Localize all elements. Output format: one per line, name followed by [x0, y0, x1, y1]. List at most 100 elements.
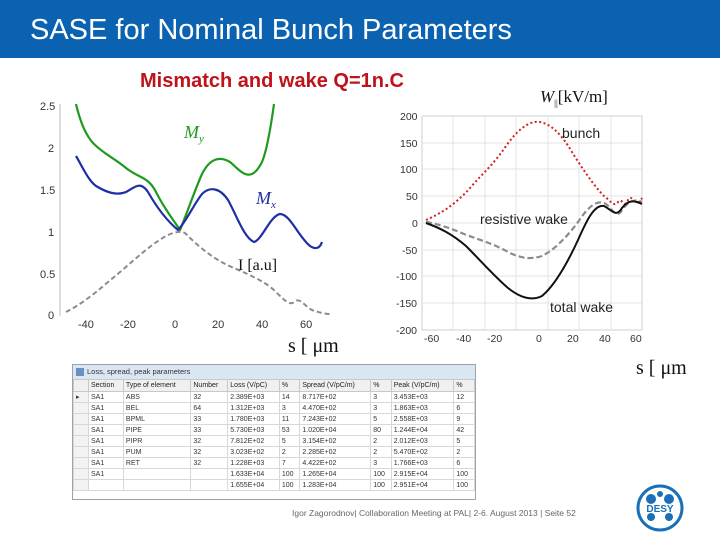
table-cell[interactable]: 32	[190, 391, 229, 403]
table-cell[interactable]: 2.951E+04	[390, 479, 455, 491]
table-row[interactable]: SA1 BPML 33 1.780E+03 11 7.243E+02 5 2.558E+03 9	[73, 413, 475, 425]
row-header[interactable]	[73, 402, 89, 414]
table-cell[interactable]: BEL	[122, 402, 192, 414]
table-cell[interactable]: RET	[122, 457, 192, 469]
table-cell[interactable]: 2.389E+03	[227, 391, 280, 403]
table-cell[interactable]: 33	[190, 424, 229, 436]
table-cell[interactable]: 1.655E+04	[227, 479, 280, 491]
table-cell[interactable]: 12	[453, 391, 475, 403]
table-cell[interactable]: 7.812E+02	[227, 435, 280, 447]
table-cell[interactable]: 2	[370, 435, 392, 447]
table-cell[interactable]: 1.766E+03	[390, 457, 455, 469]
table-cell[interactable]: 1.020E+04	[299, 424, 372, 436]
table-cell[interactable]: 5	[453, 435, 475, 447]
table-cell[interactable]: 2.558E+03	[390, 413, 455, 425]
row-header[interactable]: ▸	[73, 391, 89, 403]
table-cell[interactable]: 3	[370, 457, 392, 469]
table-cell[interactable]: 100	[370, 479, 392, 491]
table-cell[interactable]: 6	[453, 402, 475, 414]
table-cell[interactable]: 3	[370, 402, 392, 414]
table-cell[interactable]: 1.780E+03	[227, 413, 280, 425]
table-cell[interactable]: 100	[453, 479, 475, 491]
table-cell[interactable]: 11	[278, 413, 301, 425]
table-cell[interactable]: SA1	[88, 402, 124, 414]
table-row[interactable]: 1.655E+04 100 1.283E+04 100 2.951E+04 100	[73, 479, 475, 491]
table-cell[interactable]: 53	[278, 424, 301, 436]
table-cell[interactable]: 3.154E+02	[299, 435, 372, 447]
table-row[interactable]: SA1 PIPR 32 7.812E+02 5 3.154E+02 2 2.012E+03 5	[73, 435, 475, 447]
table-cell[interactable]: 5	[370, 413, 392, 425]
table-cell[interactable]: 4.470E+02	[299, 402, 372, 414]
table-cell[interactable]: 7	[278, 457, 301, 469]
table-cell[interactable]: 3	[278, 402, 301, 414]
table-cell[interactable]	[122, 468, 192, 480]
column-header[interactable]: Peak (V/pC/m)	[390, 379, 455, 392]
table-cell[interactable]: 1.244E+04	[390, 424, 455, 436]
table-cell[interactable]: 14	[278, 391, 301, 403]
table-cell[interactable]: 1.633E+04	[227, 468, 280, 480]
table-cell[interactable]: 3.453E+03	[390, 391, 455, 403]
table-cell[interactable]: SA1	[88, 424, 124, 436]
table-cell[interactable]: SA1	[88, 435, 124, 447]
row-header[interactable]	[73, 446, 89, 458]
table-cell[interactable]: 80	[370, 424, 392, 436]
table-cell[interactable]	[190, 468, 229, 480]
column-header[interactable]: Type of element	[122, 379, 192, 392]
table-cell[interactable]: SA1	[88, 391, 124, 403]
table-cell[interactable]: 1.312E+03	[227, 402, 280, 414]
table-cell[interactable]: 1.283E+04	[299, 479, 372, 491]
table-cell[interactable]: 3.023E+02	[227, 446, 280, 458]
table-cell[interactable]: 32	[190, 435, 229, 447]
table-cell[interactable]: 32	[190, 446, 229, 458]
table-cell[interactable]: 1.863E+03	[390, 402, 455, 414]
table-cell[interactable]: 1.265E+04	[299, 468, 372, 480]
column-header[interactable]: Number	[190, 379, 229, 392]
table-cell[interactable]: 8.717E+02	[299, 391, 372, 403]
row-header[interactable]	[73, 479, 89, 491]
table-row[interactable]: SA1 1.633E+04 100 1.265E+04 100 2.915E+04 100	[73, 468, 475, 480]
table-cell[interactable]	[190, 479, 229, 491]
table-row[interactable]: SA1 PUM 32 3.023E+02 2 2.285E+02 2 5.470E+02 2	[73, 446, 475, 458]
table-cell[interactable]: 4.422E+02	[299, 457, 372, 469]
table-cell[interactable]: 100	[278, 479, 301, 491]
table-cell[interactable]: 2	[453, 446, 475, 458]
table-cell[interactable]: 100	[278, 468, 301, 480]
table-cell[interactable]: SA1	[88, 468, 124, 480]
table-cell[interactable]: 42	[453, 424, 475, 436]
table-cell[interactable]: 9	[453, 413, 475, 425]
table-cell[interactable]: 32	[190, 457, 229, 469]
row-header[interactable]	[73, 468, 89, 480]
table-cell[interactable]: 6	[453, 457, 475, 469]
table-cell[interactable]: 2	[278, 446, 301, 458]
table-cell[interactable]: SA1	[88, 457, 124, 469]
row-header[interactable]	[73, 457, 89, 469]
column-header[interactable]: Loss (V/pC)	[227, 379, 280, 392]
table-row[interactable]: SA1 RET 32 1.228E+03 7 4.422E+02 3 1.766E+03 6	[73, 457, 475, 469]
table-cell[interactable]: SA1	[88, 413, 124, 425]
table-cell[interactable]: PIPE	[122, 424, 192, 436]
column-header[interactable]: Section	[88, 379, 124, 392]
table-cell[interactable]: ABS	[122, 391, 192, 403]
column-header[interactable]: Spread (V/pC/m)	[299, 379, 372, 392]
table-cell[interactable]: SA1	[88, 446, 124, 458]
table-row[interactable]: SA1 PIPE 33 5.730E+03 53 1.020E+04 80 1.244E+04…	[73, 424, 475, 436]
table-cell[interactable]: 100	[453, 468, 475, 480]
table-cell[interactable]: 33	[190, 413, 229, 425]
table-row[interactable]: ▸ SA1 ABS 32 2.389E+03 14 8.717E+02 3 3.453E+03 1…	[73, 391, 475, 403]
table-cell[interactable]: 64	[190, 402, 229, 414]
column-header[interactable]: %	[278, 379, 301, 392]
column-header[interactable]: %	[370, 379, 392, 392]
table-row[interactable]: SA1 BEL 64 1.312E+03 3 4.470E+02 3 1.863E+03 6	[73, 402, 475, 414]
row-header[interactable]	[73, 435, 89, 447]
table-cell[interactable]: BPML	[122, 413, 192, 425]
table-cell[interactable]: 2.915E+04	[390, 468, 455, 480]
table-cell[interactable]: 2.012E+03	[390, 435, 455, 447]
table-cell[interactable]: 7.243E+02	[299, 413, 372, 425]
table-cell[interactable]: 1.228E+03	[227, 457, 280, 469]
column-header[interactable]: %	[453, 379, 475, 392]
table-cell[interactable]: 5.470E+02	[390, 446, 455, 458]
table-cell[interactable]: 2	[370, 446, 392, 458]
row-header[interactable]	[73, 413, 89, 425]
table-cell[interactable]: PIPR	[122, 435, 192, 447]
row-header[interactable]	[73, 424, 89, 436]
